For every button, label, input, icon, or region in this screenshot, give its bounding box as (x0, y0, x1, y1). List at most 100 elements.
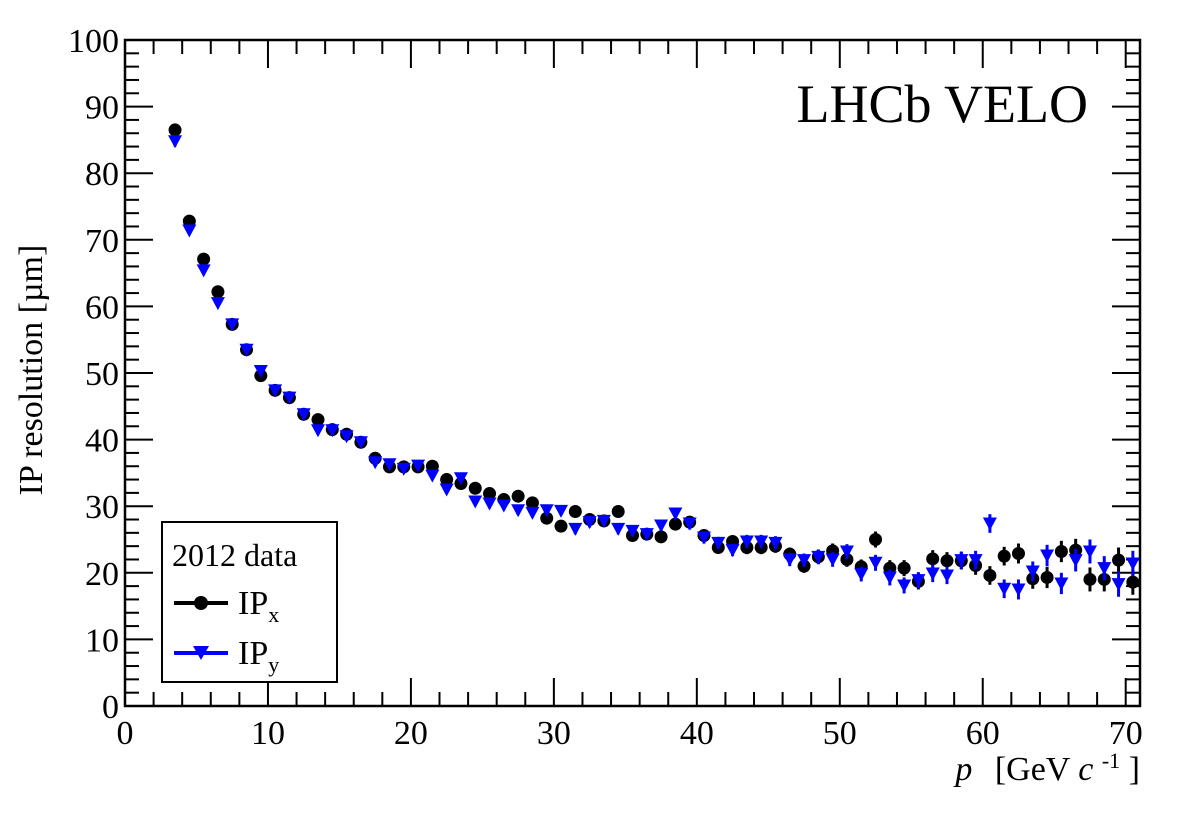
data-point-ipy (239, 343, 254, 357)
data-point-ipx (168, 123, 182, 137)
data-point-ipy (711, 536, 726, 550)
data-point-ipy (439, 483, 454, 497)
y-axis-label: IP resolution [µm] (13, 245, 50, 496)
x-tick-label: 60 (966, 715, 1000, 752)
data-point-ipy (625, 524, 640, 538)
data-point-ipx (440, 473, 454, 487)
legend-ipx-main: IP (238, 585, 268, 622)
data-point-ipy (1025, 565, 1040, 579)
data-point-ipy (925, 567, 940, 581)
data-point-ipy (940, 569, 955, 583)
data-point-ipy (253, 365, 268, 379)
data-point-ipx (1126, 575, 1140, 589)
data-point-ipy (982, 517, 997, 531)
data-point-ipy (768, 536, 783, 550)
data-point-ipx (1083, 572, 1097, 586)
data-point-ipy (1011, 583, 1026, 597)
x-tick-label: 40 (680, 715, 714, 752)
legend-ipx-marker (194, 596, 208, 610)
data-point-ipy (539, 504, 554, 518)
x-axis-label: p [GeV c -1 ] (953, 739, 1140, 788)
data-point-ipy (897, 579, 912, 593)
data-point-ipx (997, 549, 1011, 563)
data-point-ipy (1082, 545, 1097, 559)
data-point-ipy (411, 459, 426, 473)
y-tick-label: 10 (85, 622, 119, 659)
data-point-ipy (225, 318, 240, 332)
data-point-ipx (840, 552, 854, 566)
x-tick-label: 30 (537, 715, 571, 752)
data-point-ipy (854, 568, 869, 582)
x-tick-labels: 0 10 20 30 40 50 60 70 (117, 715, 1143, 752)
x-tick-label: 70 (1109, 715, 1143, 752)
data-point-ipy (339, 430, 354, 444)
data-point-ipy (482, 497, 497, 511)
data-point-ipy (997, 582, 1012, 596)
legend-ipy-main: IP (238, 635, 268, 672)
data-point-ipy (797, 554, 812, 568)
data-point-ipy (639, 528, 654, 542)
data-point-ipy (1054, 577, 1069, 591)
data-point-ipy (911, 574, 926, 588)
axis-ticks (124, 39, 1140, 707)
data-point-ipx (468, 481, 482, 495)
data-point-ipy (568, 522, 583, 536)
chart-title: LHCb VELO (797, 74, 1089, 134)
data-point-ipy (1097, 562, 1112, 576)
data-point-ipy (353, 436, 368, 450)
y-tick-label: 30 (85, 489, 119, 526)
data-point-ipy (182, 224, 197, 238)
data-point-ipy (582, 516, 597, 530)
data-point-ipy (811, 550, 826, 564)
data-point-ipy (696, 531, 711, 545)
x-tick-label: 20 (394, 715, 428, 752)
data-point-ipx (182, 214, 196, 228)
data-point-ipx (311, 413, 325, 427)
x-axis-label-unit-open: [GeV (995, 751, 1078, 788)
data-point-ipx (983, 568, 997, 582)
data-point-ipx (654, 530, 668, 544)
data-point-ipy (296, 408, 311, 422)
data-point-ipx (1112, 553, 1126, 567)
data-point-ipx (554, 519, 568, 533)
data-point-ipy (754, 535, 769, 549)
y-tick-label: 70 (85, 223, 119, 260)
data-point-ipx (483, 487, 497, 501)
data-point-ipy (839, 545, 854, 559)
data-point-ipy (453, 472, 468, 486)
data-point-ipy (168, 135, 183, 149)
legend-ipx-sub: x (268, 602, 279, 627)
data-point-ipx (926, 552, 940, 566)
data-point-ipy (282, 391, 297, 405)
legend: 2012 data IPx IPy (161, 521, 338, 683)
data-point-ipy (868, 556, 883, 570)
data-point-ipy (382, 458, 397, 472)
legend-ipy-marker (193, 646, 209, 660)
data-point-ipy (611, 522, 626, 536)
data-point-ipy (1125, 557, 1140, 571)
data-point-ipx (1054, 544, 1068, 558)
data-point-ipx (540, 511, 554, 525)
data-point-ipy (368, 456, 383, 470)
data-point-ipy (596, 514, 611, 528)
data-point-ipx (425, 459, 439, 473)
data-point-ipy (968, 554, 983, 568)
data-point-ipy (782, 553, 797, 567)
x-tick-label: 50 (823, 715, 857, 752)
data-point-ipx (211, 285, 225, 299)
data-point-ipy (325, 424, 340, 438)
y-tick-labels: 0 10 20 30 40 50 60 70 80 90 100 (68, 23, 119, 726)
legend-ipx-label: IPx (238, 585, 279, 627)
data-point-ipy (1111, 578, 1126, 592)
x-axis-label-unit-c: c (1078, 751, 1093, 788)
data-point-ipx (611, 505, 625, 519)
x-axis-label-var: p (953, 751, 972, 788)
data-point-ipy (1040, 549, 1055, 563)
data-point-ipx (197, 252, 211, 266)
data-point-ipy (196, 264, 211, 278)
data-point-ipy (882, 571, 897, 585)
data-point-ipx (525, 496, 539, 510)
data-point-ipx (511, 489, 525, 503)
